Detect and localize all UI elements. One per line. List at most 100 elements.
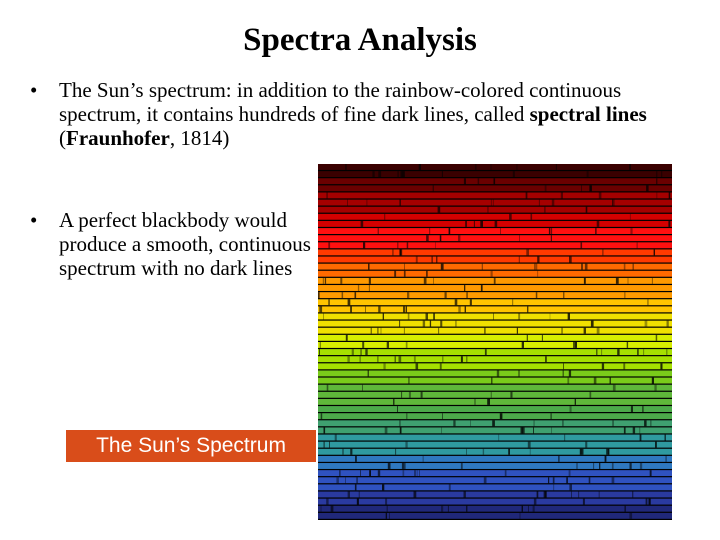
absorption-line — [368, 277, 371, 284]
absorption-line — [632, 427, 636, 434]
absorption-line — [541, 334, 543, 341]
spectrum-strip — [318, 306, 672, 313]
absorption-line — [334, 434, 337, 441]
absorption-line — [487, 398, 490, 405]
spectrum-strip — [318, 491, 672, 498]
absorption-line — [415, 363, 419, 370]
absorption-line — [441, 427, 442, 434]
absorption-line — [460, 463, 463, 469]
absorption-line — [593, 463, 595, 469]
absorption-line — [463, 178, 466, 185]
spectrum-strip — [318, 228, 672, 234]
absorption-line — [656, 171, 658, 178]
absorption-line — [598, 192, 602, 199]
absorption-line — [385, 512, 387, 519]
absorption-line — [528, 505, 529, 512]
absorption-line — [408, 391, 411, 398]
absorption-line — [484, 349, 487, 356]
absorption-line — [384, 213, 386, 220]
absorption-line — [637, 349, 639, 356]
absorption-line — [470, 420, 471, 427]
absorption-line — [439, 363, 442, 370]
absorption-line — [356, 498, 359, 505]
absorption-line — [574, 342, 577, 348]
absorption-line — [408, 377, 410, 384]
absorption-line — [394, 270, 397, 277]
spectrum-strip — [318, 391, 672, 398]
absorption-line — [580, 242, 583, 249]
absorption-line — [326, 498, 329, 505]
solar-spectrum-image — [318, 164, 672, 520]
absorption-line — [563, 363, 564, 370]
spectrum-strip — [318, 342, 672, 348]
absorption-line — [612, 420, 614, 427]
absorption-line — [548, 477, 550, 484]
absorption-line — [398, 356, 402, 363]
absorption-line — [581, 263, 583, 270]
spectrum-strip — [318, 377, 672, 384]
absorption-line — [491, 377, 493, 384]
absorption-line — [420, 391, 423, 398]
absorption-line — [584, 263, 588, 270]
absorption-line — [323, 313, 324, 320]
absorption-line — [447, 505, 449, 512]
absorption-line — [612, 384, 616, 391]
absorption-line — [454, 299, 458, 306]
absorption-line — [646, 185, 649, 192]
spectrum-strip — [318, 441, 672, 448]
absorption-line — [363, 242, 366, 249]
absorption-line — [413, 491, 417, 498]
spectrum-strip — [318, 242, 672, 249]
absorption-line — [510, 391, 513, 398]
absorption-line — [548, 228, 551, 234]
absorption-line — [319, 342, 321, 348]
absorption-line — [405, 342, 408, 348]
absorption-line — [608, 448, 610, 455]
absorption-line — [629, 512, 633, 519]
absorption-line — [585, 441, 588, 448]
absorption-line — [555, 164, 557, 170]
absorption-line — [526, 192, 528, 199]
absorption-line — [569, 484, 572, 491]
absorption-line — [441, 171, 443, 178]
absorption-line — [632, 491, 634, 498]
absorption-line — [402, 171, 405, 178]
absorption-line — [508, 448, 510, 455]
absorption-line — [403, 306, 406, 313]
absorption-line — [433, 277, 434, 284]
absorption-line — [561, 327, 563, 334]
absorption-line — [366, 199, 368, 206]
absorption-line — [653, 249, 655, 256]
spectrum-strip — [318, 463, 672, 469]
absorption-line — [464, 306, 466, 313]
absorption-line — [368, 263, 370, 270]
spectrum-strip — [318, 164, 672, 170]
absorption-line — [448, 484, 451, 491]
absorption-line — [602, 249, 604, 256]
spectrum-strip — [318, 249, 672, 256]
slide-title: Spectra Analysis — [243, 22, 477, 58]
absorption-line — [629, 463, 632, 469]
absorption-line — [596, 220, 600, 227]
spectrum-strip — [318, 185, 672, 192]
absorption-line — [473, 220, 475, 227]
absorption-line — [463, 491, 466, 498]
bold-term-fraunhofer: Fraunhofer — [66, 126, 170, 150]
absorption-line — [585, 206, 588, 213]
absorption-line — [590, 320, 594, 327]
absorption-line — [630, 228, 633, 234]
absorption-line — [320, 505, 322, 512]
absorption-line — [419, 470, 420, 477]
absorption-line — [401, 391, 403, 398]
absorption-line — [651, 277, 653, 284]
absorption-line — [354, 484, 357, 491]
absorption-line — [516, 327, 518, 334]
absorption-line — [650, 420, 652, 427]
absorption-line — [527, 306, 529, 313]
absorption-line — [623, 263, 626, 270]
absorption-line — [647, 299, 649, 306]
absorption-line — [370, 327, 372, 334]
absorption-line — [355, 455, 357, 462]
absorption-line — [643, 349, 645, 356]
absorption-line — [504, 470, 507, 477]
